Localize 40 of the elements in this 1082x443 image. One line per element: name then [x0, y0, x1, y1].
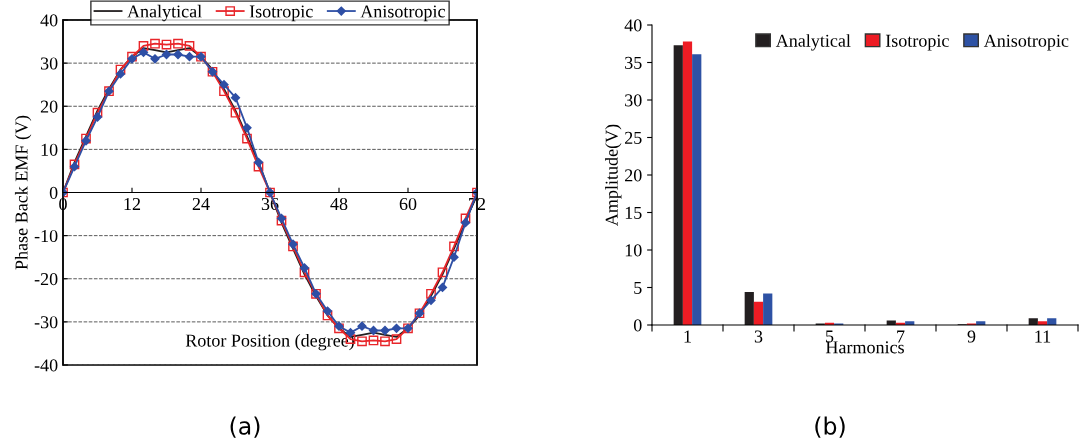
y-tick-label: 5	[634, 281, 642, 294]
y-tick-label: -30	[34, 316, 58, 329]
y-tick-label: 40	[40, 14, 58, 27]
y-tick-label: -10	[34, 229, 58, 243]
x-tick-label: 5	[826, 330, 834, 343]
y-tick-label: 0	[49, 186, 58, 199]
y-tick-label: 0	[633, 319, 642, 332]
x-axis-title: Rotor Position (degree)	[185, 333, 354, 351]
y-tick-label: 20	[40, 100, 58, 113]
x-axis-title: Harmonics	[825, 341, 904, 354]
legend-label: Anisotropic	[983, 34, 1069, 51]
x-tick-label: 11	[1035, 330, 1051, 343]
x-tick-label: 7	[897, 330, 905, 343]
y-tick-label: 10	[625, 244, 642, 257]
y-tick-label: 30	[625, 94, 642, 107]
y-tick-label: 10	[41, 143, 58, 156]
x-tick-label: 3	[754, 330, 763, 343]
y-tick-label: 15	[625, 206, 642, 219]
y-axis-title: Phase Back EMF (V)	[14, 115, 32, 270]
legend-label: Isotropic	[249, 5, 313, 22]
legend-label: Analytical	[775, 34, 851, 51]
y-tick-label: -40	[34, 359, 58, 372]
text: (b)	[815, 416, 845, 438]
legend-label: Anisotropic	[360, 5, 445, 22]
y-tick-label: 30	[40, 57, 58, 70]
x-tick-label: 48	[330, 197, 348, 211]
x-tick-label: 9	[967, 330, 976, 343]
legend-label: Isotropic	[885, 34, 949, 51]
y-tick-label: 35	[625, 56, 642, 69]
y-axis-title: Amplitude(V)	[605, 124, 622, 226]
y-tick-label: 25	[625, 131, 642, 144]
x-tick-label: 24	[192, 197, 210, 210]
y-tick-label: 20	[625, 169, 642, 182]
y-tick-label: 40	[624, 19, 642, 32]
text: (a)	[230, 416, 260, 438]
x-tick-label: 12	[124, 197, 141, 210]
y-tick-label: -20	[34, 273, 58, 286]
legend-label: Analytical	[127, 4, 202, 22]
x-tick-label: 1	[684, 330, 691, 343]
x-tick-label: 60	[399, 197, 417, 211]
